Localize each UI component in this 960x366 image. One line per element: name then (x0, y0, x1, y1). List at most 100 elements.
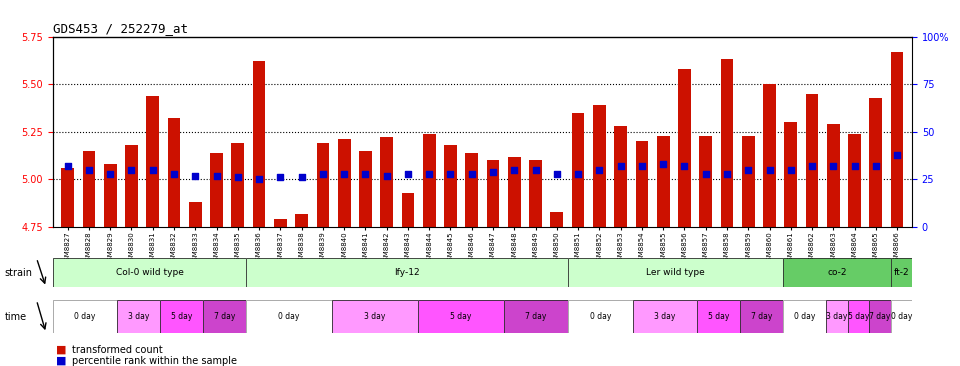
Point (826, 163, 841, 169)
Bar (83, 151, 95, 227)
Point (507, 167, 522, 173)
Bar (359, 151, 372, 227)
Point (528, 167, 543, 173)
Point (635, 163, 650, 169)
Point (783, 167, 799, 173)
Text: strain: strain (5, 268, 33, 278)
Point (762, 167, 778, 173)
Point (656, 161, 671, 167)
Text: 5 day: 5 day (450, 312, 471, 321)
Text: Ler wild type: Ler wild type (646, 268, 705, 277)
Bar (252, 61, 266, 227)
Text: GDS453 / 252279_at: GDS453 / 252279_at (53, 22, 188, 35)
Point (60, 163, 76, 169)
Point (294, 175, 309, 180)
Text: ft-2: ft-2 (894, 268, 909, 277)
Point (187, 173, 203, 179)
Text: 0 day: 0 day (891, 312, 912, 321)
Text: ■: ■ (56, 344, 66, 355)
Point (698, 171, 713, 176)
Text: 7 day: 7 day (525, 312, 547, 321)
Bar (721, 59, 733, 227)
Bar (678, 69, 691, 227)
Point (889, 152, 904, 157)
Point (166, 171, 181, 176)
Bar (487, 160, 499, 227)
Bar (849, 134, 861, 227)
Text: Col-0 wild type: Col-0 wild type (115, 268, 183, 277)
Point (804, 163, 820, 169)
Bar (508, 157, 520, 227)
Text: 0 day: 0 day (589, 312, 612, 321)
Bar (125, 145, 138, 227)
Bar (168, 119, 180, 227)
Bar (422, 134, 436, 227)
Point (379, 173, 395, 179)
Point (612, 163, 628, 169)
Point (591, 167, 607, 173)
Point (209, 173, 225, 179)
Point (443, 171, 458, 176)
Text: 7 day: 7 day (751, 312, 773, 321)
Text: 5 day: 5 day (708, 312, 730, 321)
Bar (891, 52, 903, 227)
Point (230, 175, 246, 180)
Point (273, 175, 288, 180)
Bar (401, 193, 415, 227)
Bar (805, 94, 819, 227)
Point (677, 163, 692, 169)
Text: lfy-12: lfy-12 (395, 268, 420, 277)
Point (486, 169, 501, 175)
Text: 3 day: 3 day (827, 312, 848, 321)
Bar (104, 164, 116, 227)
Text: 3 day: 3 day (364, 312, 386, 321)
Text: co-2: co-2 (828, 268, 847, 277)
Bar (699, 135, 712, 227)
Text: 0 day: 0 day (278, 312, 300, 321)
Bar (444, 145, 457, 227)
Point (740, 167, 756, 173)
Point (315, 171, 330, 176)
Bar (870, 97, 882, 227)
Bar (784, 122, 797, 227)
Bar (274, 219, 287, 227)
Point (124, 167, 139, 173)
Text: 0 day: 0 day (74, 312, 96, 321)
Text: ■: ■ (56, 355, 66, 366)
Text: 3 day: 3 day (128, 312, 150, 321)
Bar (146, 96, 159, 227)
Point (549, 171, 564, 176)
Bar (742, 135, 755, 227)
Point (358, 171, 373, 176)
Bar (296, 214, 308, 227)
Point (400, 171, 416, 176)
Point (868, 163, 883, 169)
Text: 3 day: 3 day (655, 312, 676, 321)
Bar (827, 124, 840, 227)
Bar (317, 143, 329, 227)
Point (337, 171, 352, 176)
Bar (529, 160, 542, 227)
Point (719, 171, 734, 176)
Point (145, 167, 160, 173)
Bar (593, 105, 606, 227)
Bar (466, 153, 478, 227)
Bar (572, 113, 585, 227)
Bar (614, 126, 627, 227)
Bar (657, 135, 669, 227)
Bar (231, 143, 244, 227)
Bar (763, 84, 776, 227)
Point (421, 171, 437, 176)
Text: transformed count: transformed count (72, 344, 163, 355)
Text: 5 day: 5 day (848, 312, 869, 321)
Bar (61, 168, 74, 227)
Bar (189, 202, 202, 227)
Text: 0 day: 0 day (794, 312, 815, 321)
Bar (550, 212, 564, 227)
Point (252, 176, 267, 182)
Text: time: time (5, 311, 27, 322)
Text: 7 day: 7 day (869, 312, 891, 321)
Point (82, 167, 97, 173)
Point (570, 171, 586, 176)
Bar (380, 138, 393, 227)
